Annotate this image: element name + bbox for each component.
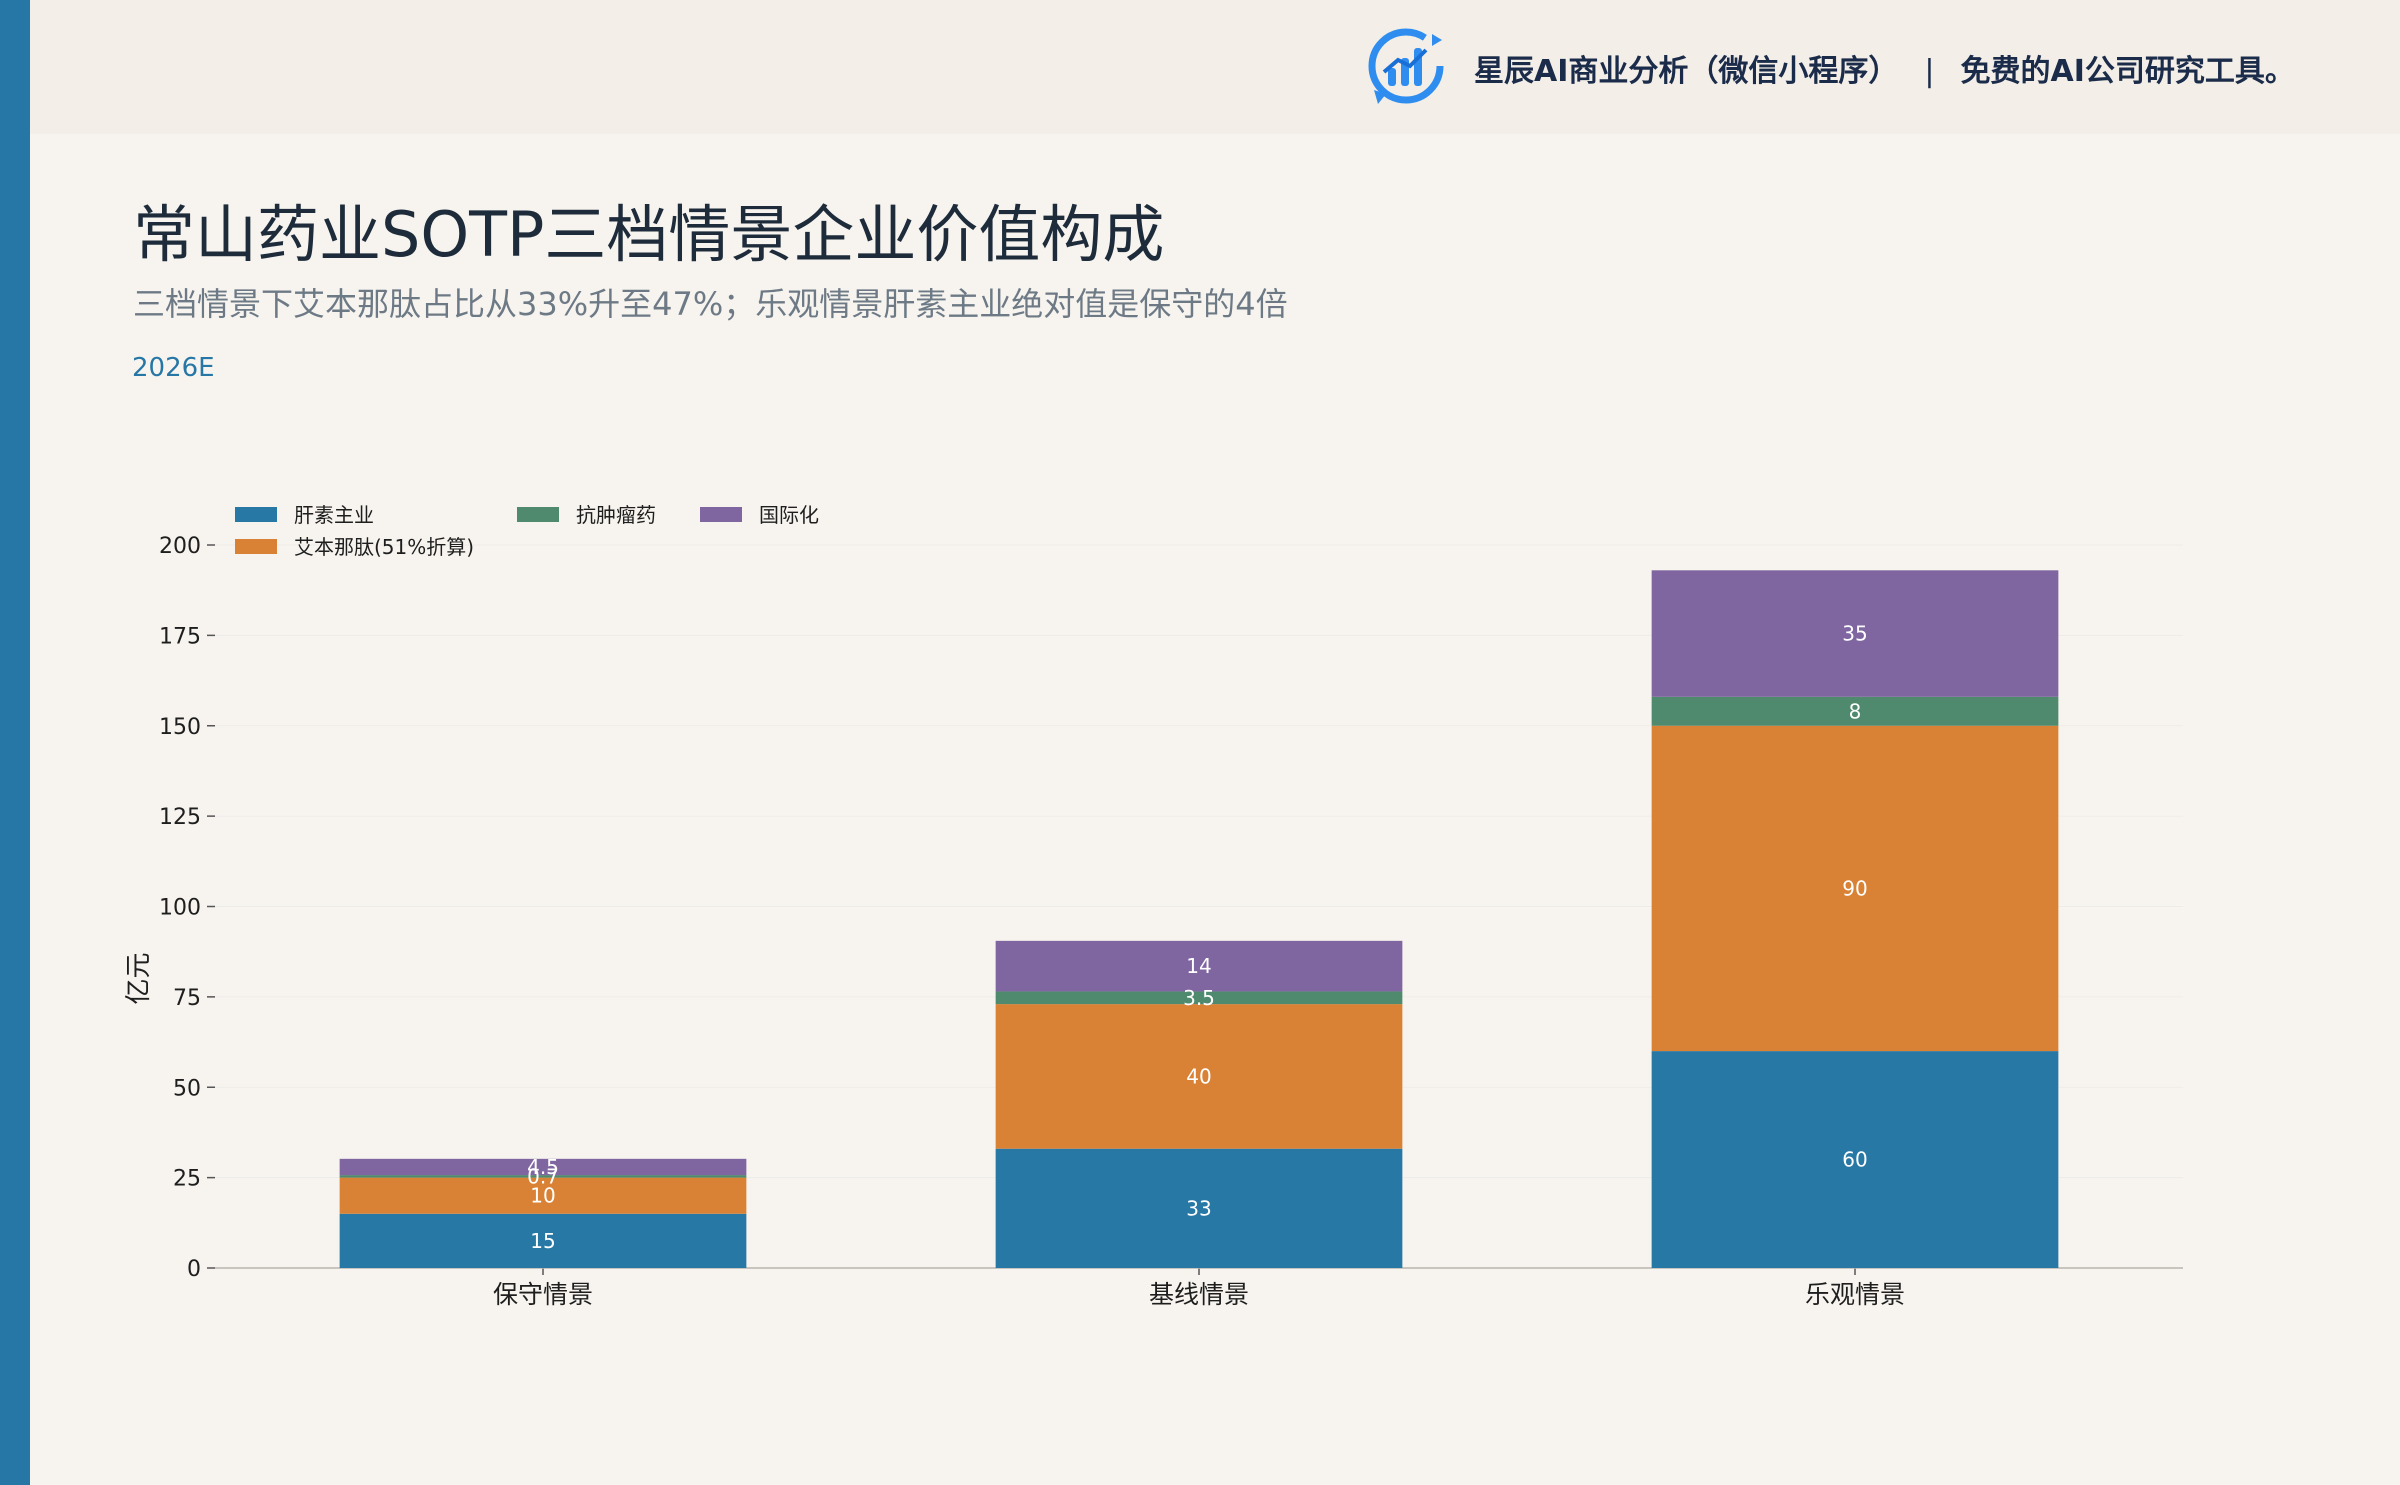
legend-label: 肝素主业 [294, 503, 374, 527]
bar-value-label: 33 [1186, 1196, 1211, 1220]
bar-segment [995, 1148, 1403, 1268]
bar-value-label: 60 [1842, 1148, 1867, 1172]
legend-label: 国际化 [759, 503, 819, 527]
bar-value-label: 15 [530, 1229, 555, 1253]
bar-value-label: 0.7 [527, 1164, 559, 1188]
page-title: 常山药业SOTP三档情景企业价值构成 [133, 198, 1165, 271]
legend-label: 艾本那肽(51%折算) [294, 535, 474, 559]
bar-segment [339, 1213, 747, 1268]
y-tick-label: 125 [159, 805, 201, 830]
bar-segment [995, 991, 1403, 1005]
legend-label: 抗肿瘤药 [576, 503, 656, 527]
y-tick-label: 200 [159, 534, 201, 559]
bar-value-label: 35 [1842, 622, 1867, 646]
bar-series [339, 570, 2059, 1268]
y-tick-label: 50 [173, 1076, 201, 1101]
y-tick-label: 100 [159, 896, 201, 921]
brand-separator: | [1924, 54, 1935, 89]
legend-swatch [235, 539, 277, 554]
y-tick-label: 175 [159, 624, 201, 649]
page-subtitle: 三档情景下艾本那肽占比从33%升至47%；乐观情景肝素主业绝对值是保守的4倍 [133, 285, 1288, 323]
bar-segment [339, 1158, 747, 1176]
bar-value-label: 14 [1186, 954, 1211, 978]
brand-text-line: 星辰AI商业分析（微信小程序） | 免费的AI公司研究工具。 [1474, 50, 2295, 94]
brand-name: 星辰AI商业分析（微信小程序） [1474, 54, 1899, 89]
y-axis-title: 亿元 [124, 952, 154, 1004]
y-tick-label: 150 [159, 715, 201, 740]
bar-segment [1651, 1051, 2059, 1268]
y-tick-label: 75 [173, 986, 201, 1011]
data-labels: 15 100.74.5 33 40 3.5 14 60 90 8 35 [527, 622, 1868, 1253]
bar-segment [995, 940, 1403, 992]
bar-segment [1651, 725, 2059, 1052]
bar-segment [1651, 696, 2059, 726]
legend-swatch [235, 507, 277, 522]
bar-value-label: 90 [1842, 876, 1867, 900]
x-tick-label: 基线情景 [1149, 1280, 1249, 1309]
brand-logo-icon [1368, 28, 1444, 104]
bar-segment [995, 1004, 1403, 1149]
brand-banner: 星辰AI商业分析（微信小程序） | 免费的AI公司研究工具。 [30, 0, 2400, 134]
x-tick-label: 乐观情景 [1805, 1280, 1905, 1309]
bar-segment [339, 1177, 747, 1214]
bar-value-label: 10 [530, 1184, 555, 1208]
bar-value-label: 8 [1849, 699, 1862, 723]
legend-swatch [517, 507, 559, 522]
x-tick-label: 保守情景 [493, 1280, 593, 1309]
bar-value-label: 40 [1186, 1064, 1211, 1088]
bar-segment [339, 1175, 747, 1178]
accent-stripe [0, 0, 30, 1485]
period-tag: 2026E [132, 353, 215, 383]
brand-tagline: 免费的AI公司研究工具。 [1960, 54, 2295, 89]
bar-value-label: 4.5 [527, 1155, 559, 1179]
y-tick-label: 25 [173, 1167, 201, 1192]
legend-swatch [700, 507, 742, 522]
y-tick-label: 0 [187, 1257, 201, 1282]
bar-segment [1651, 570, 2059, 697]
bar-value-label: 3.5 [1183, 986, 1215, 1010]
